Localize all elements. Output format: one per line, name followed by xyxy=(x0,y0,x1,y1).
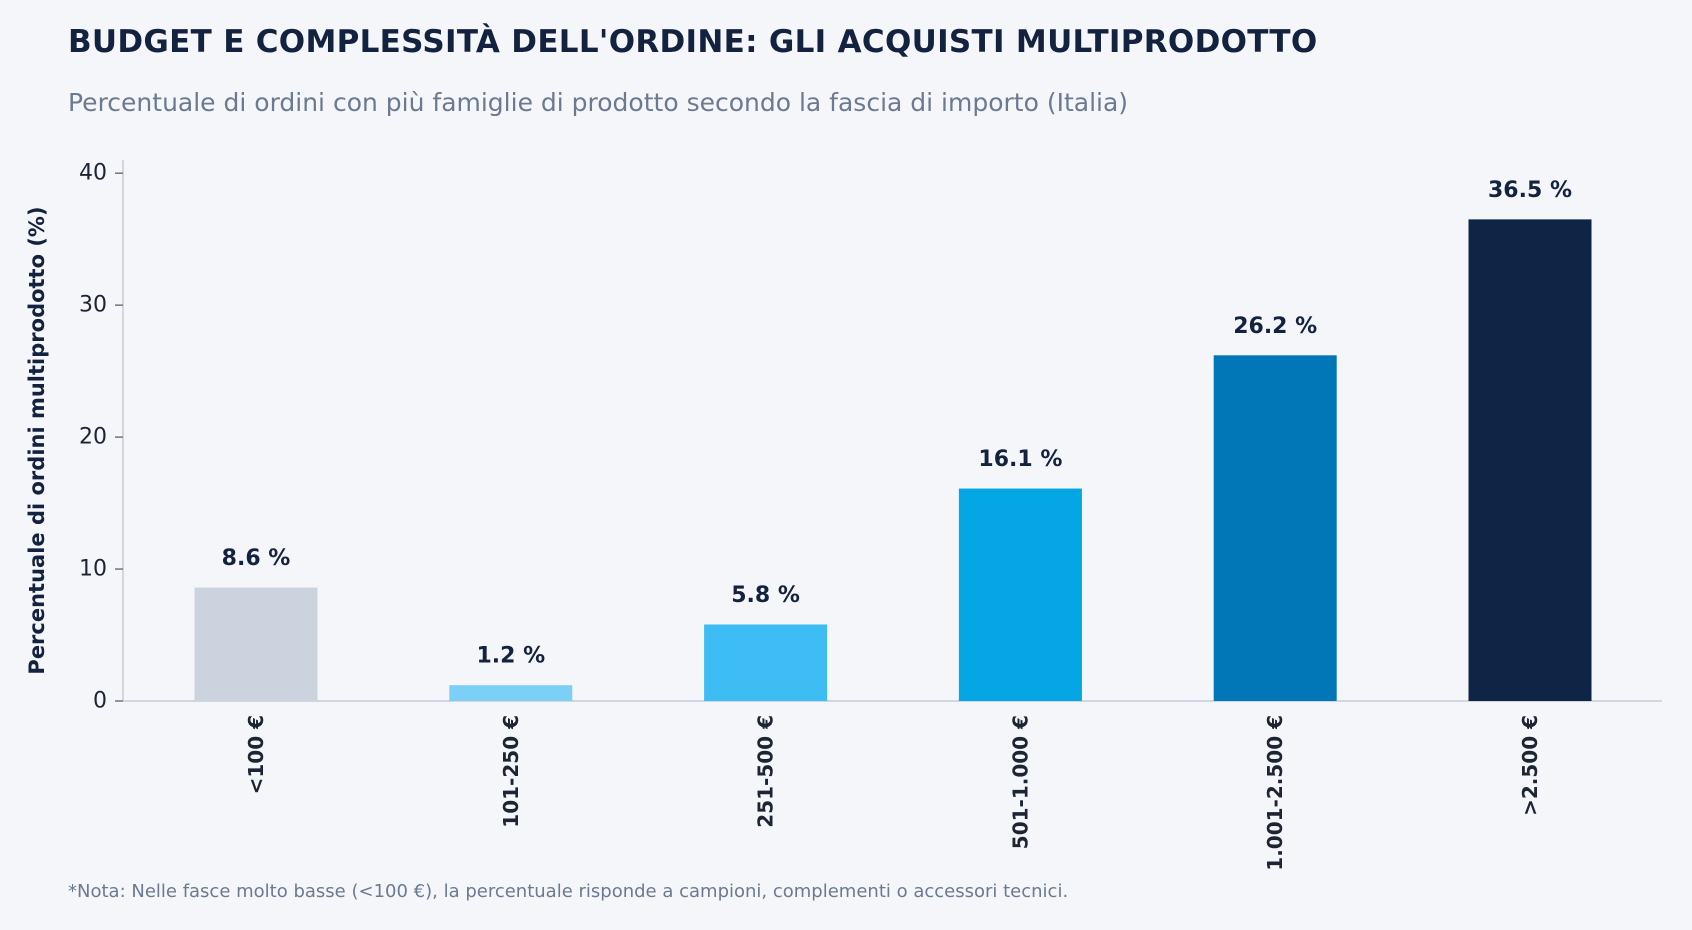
value-label-3: 5.8 % xyxy=(731,583,800,608)
category-label-1: <100 € xyxy=(244,715,268,794)
bar-4 xyxy=(958,488,1082,701)
chart-title: BUDGET E COMPLESSITÀ DELL'ORDINE: GLI AC… xyxy=(68,24,1318,60)
y-tick-label: 20 xyxy=(79,425,107,450)
bar-2 xyxy=(449,685,573,701)
bar-1 xyxy=(194,587,318,701)
value-label-2: 1.2 % xyxy=(476,644,545,669)
axes: 0 10 20 30 40 Percentuale di ordini multiprod… xyxy=(25,160,1662,714)
y-tick-label: 30 xyxy=(79,293,107,318)
labels: 8.6 % <100 € 1.2 % 101-250 € 5.8 % 251-500 € 1… xyxy=(222,178,1572,871)
value-label-4: 16.1 % xyxy=(978,447,1062,472)
chart-subtitle: Percentuale di ordini con più famiglie d… xyxy=(68,88,1129,117)
value-label-1: 8.6 % xyxy=(222,546,291,571)
bars xyxy=(194,219,1592,701)
category-label-6: >2.500 € xyxy=(1518,715,1542,816)
y-tick-label: 10 xyxy=(79,557,107,582)
bar-3 xyxy=(704,624,828,701)
chart-note: *Nota: Nelle fasce molto basse (<100 €),… xyxy=(68,881,1069,902)
category-label-2: 101-250 € xyxy=(499,715,523,828)
y-tick-label: 0 xyxy=(93,689,107,714)
bar-6 xyxy=(1468,219,1592,701)
category-label-5: 1.001-2.500 € xyxy=(1263,715,1287,871)
category-label-4: 501-1.000 € xyxy=(1008,715,1032,849)
y-tick-label: 40 xyxy=(79,161,107,186)
value-label-5: 26.2 % xyxy=(1233,314,1317,339)
category-label-3: 251-500 € xyxy=(754,715,778,828)
value-label-6: 36.5 % xyxy=(1488,178,1572,203)
y-axis-label: Percentuale di ordini multiprodotto (%) xyxy=(25,206,49,674)
bar-5 xyxy=(1213,355,1337,701)
